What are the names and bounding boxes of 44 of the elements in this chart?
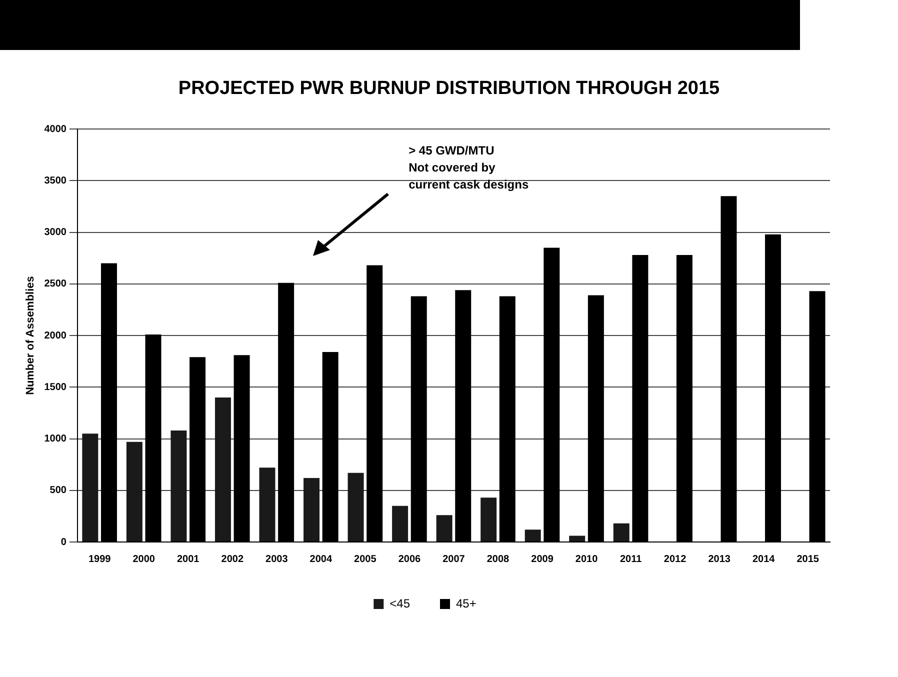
y-tick-label: 1000 xyxy=(44,434,67,444)
bar xyxy=(126,442,142,542)
x-tick-label: 2007 xyxy=(442,554,466,565)
bar xyxy=(82,434,98,542)
x-tick-label: 2002 xyxy=(221,554,244,565)
bar xyxy=(214,397,231,542)
y-tick-label: 3500 xyxy=(44,175,67,186)
x-tick-label: 2008 xyxy=(486,554,510,565)
y-tick-label: 3000 xyxy=(44,227,67,238)
x-tick-label: 2009 xyxy=(531,554,554,565)
legend-label: 45+ xyxy=(456,596,476,610)
x-tick-label: 2005 xyxy=(354,554,377,565)
y-tick-label: 500 xyxy=(50,485,67,496)
y-tick-label: 0 xyxy=(60,536,67,548)
x-tick-label: 2004 xyxy=(310,554,332,565)
bar xyxy=(259,468,276,542)
y-tick-label: 2500 xyxy=(44,278,67,290)
bar xyxy=(348,472,364,542)
x-tick-label: 2015 xyxy=(796,554,820,565)
x-tick-label: 2014 xyxy=(752,554,776,565)
x-tick-label: 2000 xyxy=(132,554,156,565)
x-tick-label: 2012 xyxy=(664,554,687,565)
bar xyxy=(170,430,187,542)
x-tick-label: 2001 xyxy=(176,554,200,565)
chart-title: PROJECTED PWR BURNUP DISTRIBUTION THROUGH 2015 xyxy=(177,78,721,100)
bar xyxy=(524,530,541,542)
legend-label: <45 xyxy=(390,596,410,610)
y-tick-label: 4000 xyxy=(44,124,67,135)
bar xyxy=(569,536,586,542)
y-axis-title: Number of Assemblies xyxy=(24,276,37,395)
x-tick-label: 2006 xyxy=(398,554,422,565)
bar xyxy=(304,478,320,542)
bar xyxy=(392,506,408,542)
y-tick-label: 2000 xyxy=(44,330,67,342)
bar xyxy=(436,515,452,542)
x-tick-label: 2013 xyxy=(708,554,731,565)
x-tick-label: 2010 xyxy=(575,554,598,565)
x-tick-label: 2003 xyxy=(266,554,288,565)
x-tick-label: 2011 xyxy=(620,554,642,565)
y-tick-label: 1500 xyxy=(44,382,67,393)
annotation: > 45 GWD/MTU Not covered by current cask designs xyxy=(408,143,529,192)
bar xyxy=(613,523,630,542)
x-tick-label: 1999 xyxy=(88,554,112,565)
bar xyxy=(480,498,497,542)
